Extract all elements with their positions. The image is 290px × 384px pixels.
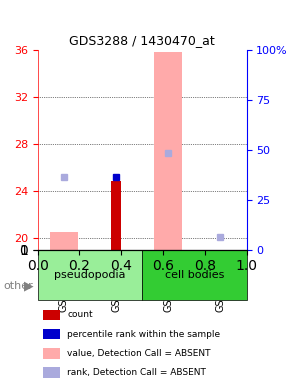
Bar	[43, 367, 60, 378]
Bar	[155, 52, 182, 250]
Text: cell bodies: cell bodies	[165, 270, 224, 280]
Title: GDS3288 / 1430470_at: GDS3288 / 1430470_at	[69, 34, 215, 47]
Text: count: count	[67, 310, 93, 319]
FancyBboxPatch shape	[38, 250, 142, 300]
Bar	[43, 310, 60, 320]
Text: other: other	[3, 281, 33, 291]
Bar	[50, 232, 77, 250]
Text: pseudopodia: pseudopodia	[54, 270, 126, 280]
Bar	[43, 329, 60, 339]
FancyBboxPatch shape	[142, 250, 246, 300]
Text: percentile rank within the sample: percentile rank within the sample	[67, 329, 220, 339]
Text: ▶: ▶	[24, 280, 34, 293]
Bar	[43, 348, 60, 359]
Text: rank, Detection Call = ABSENT: rank, Detection Call = ABSENT	[67, 368, 206, 377]
Bar	[110, 182, 122, 250]
Text: value, Detection Call = ABSENT: value, Detection Call = ABSENT	[67, 349, 211, 358]
